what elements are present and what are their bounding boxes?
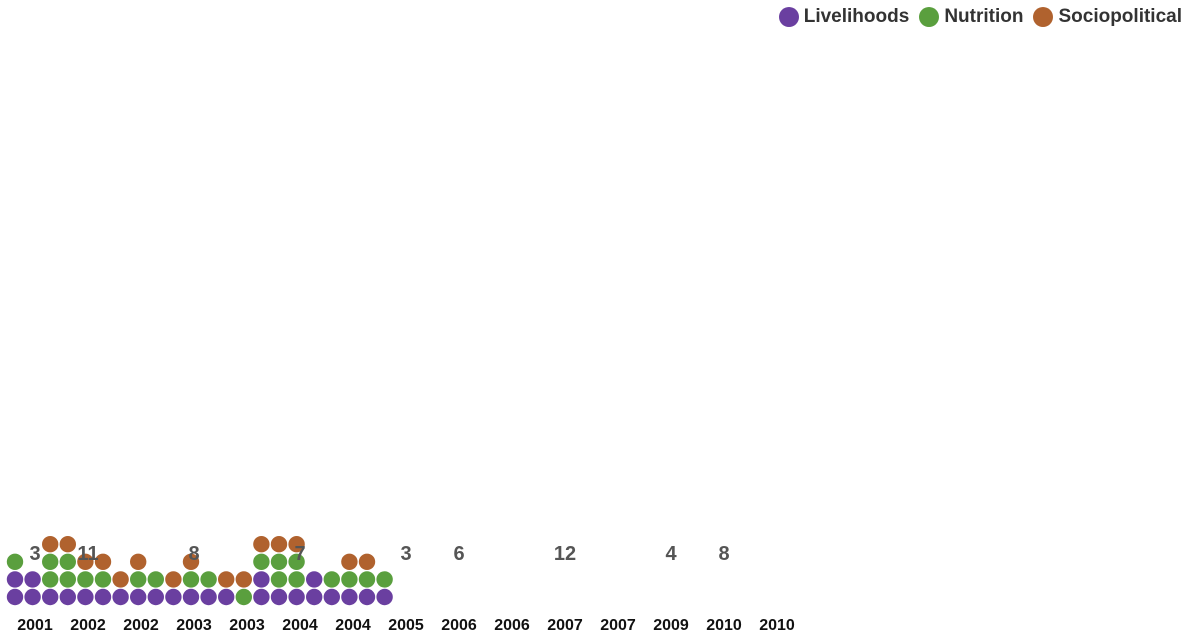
x-tick-label: 2002 [123,617,159,634]
livelihoods-dot [112,588,129,606]
livelihoods-dot [270,588,288,606]
x-tick-label: 2005 [388,617,424,634]
sociopolitical-dot [218,571,235,588]
legend-label: Sociopolitical [1058,6,1182,27]
x-tick-label: 2004 [335,617,371,634]
x-tick-label: 2010 [706,617,742,634]
sociopolitical-dot [42,536,59,553]
nutrition-dot [42,553,59,570]
total-label: 6 [453,543,464,565]
sociopolitical-dot [77,553,94,570]
nutrition-dot [270,553,288,570]
livelihoods-dot [59,588,76,606]
nutrition-dot [130,571,147,588]
sociopolitical-dot [288,536,305,553]
nutrition-dot [270,571,288,588]
legend-item-sociopolitical: Sociopolitical [1033,6,1182,28]
sociopolitical-dot [165,571,182,588]
x-axis-labels: 2001 2002 2002 2003 2003 2004 2004 2005 2006 2006… [17,617,795,634]
sociopolitical-dot [235,571,252,588]
nutrition-dot [235,588,252,606]
x-tick-label: 2003 [229,617,265,634]
livelihoods-dot [6,571,24,588]
nutrition-dot [358,571,376,588]
total-label-layer: 3 11 8 7 3 6 12 4 8 [29,543,729,565]
livelihoods-dot [253,571,270,588]
nutrition-dot [77,571,94,588]
nutrition-dot [182,571,200,588]
legend-label: Livelihoods [803,6,910,27]
livelihoods-dot [323,588,340,606]
total-label: 3 [29,543,40,565]
livelihoods-dot [24,588,41,606]
nutrition-swatch [919,7,940,27]
nutrition-dot [42,571,59,588]
livelihoods-swatch [778,7,799,27]
sociopolitical-swatch [1033,7,1054,27]
sociopolitical-dot [358,553,376,570]
livelihoods-dot [288,588,305,606]
nutrition-dot [288,571,305,588]
x-tick-label: 2003 [176,617,212,634]
nutrition-dot [59,553,76,570]
x-tick-label: 2010 [759,617,795,634]
nutrition-dot [341,571,358,588]
nutrition-dot [200,571,217,588]
total-label: 11 [77,543,98,565]
sociopolitical-dot [130,553,147,570]
livelihoods-dot [253,588,270,606]
sociopolitical-dot [341,553,358,570]
nutrition-dot [59,571,76,588]
livelihoods-dot [200,588,217,606]
livelihoods-dot [6,588,24,606]
total-label: 12 [554,543,576,565]
livelihoods-dot [306,571,323,588]
livelihoods-dot [341,588,358,606]
x-tick-label: 2001 [17,617,53,634]
livelihoods-dot [306,588,323,606]
nutrition-dot [6,553,24,570]
livelihoods-dot [77,588,94,606]
nutrition-dot [323,571,340,588]
nutrition-dot [253,553,270,570]
x-tick-label: 2007 [547,617,583,634]
livelihoods-dot [24,571,41,588]
legend-item-nutrition: Nutrition [919,6,1023,28]
nutrition-dot [288,553,305,570]
x-tick-label: 2002 [70,617,106,634]
livelihoods-dot [94,588,112,606]
nutrition-dot [376,571,393,588]
sociopolitical-dot [112,571,129,588]
nutrition-dot [147,571,164,588]
sociopolitical-dot [182,553,200,570]
legend-label: Nutrition [944,6,1024,27]
sociopolitical-dot [270,536,288,553]
livelihoods-dot [376,588,393,606]
livelihoods-dot [130,588,147,606]
total-label: 3 [400,543,411,565]
sociopolitical-dot [253,536,270,553]
sociopolitical-dot [94,553,112,570]
livelihoods-dot [182,588,200,606]
livelihoods-dot [42,588,59,606]
total-label: 8 [188,543,199,565]
legend-item-livelihoods: Livelihoods [778,6,910,28]
legend: Livelihoods Nutrition Sociopolitical [778,6,1182,28]
x-tick-label: 2006 [441,617,477,634]
dot-layer [6,536,393,606]
total-label: 8 [718,543,729,565]
livelihoods-dot [218,588,235,606]
livelihoods-dot [358,588,376,606]
total-label: 7 [294,543,305,565]
x-tick-label: 2006 [494,617,530,634]
nutrition-dot [94,571,112,588]
x-tick-label: 2007 [600,617,636,634]
sociopolitical-dot [59,536,76,553]
x-tick-label: 2009 [653,617,689,634]
livelihoods-dot [147,588,164,606]
total-label: 4 [665,543,677,565]
livelihoods-dot [165,588,182,606]
x-tick-label: 2004 [282,617,318,634]
